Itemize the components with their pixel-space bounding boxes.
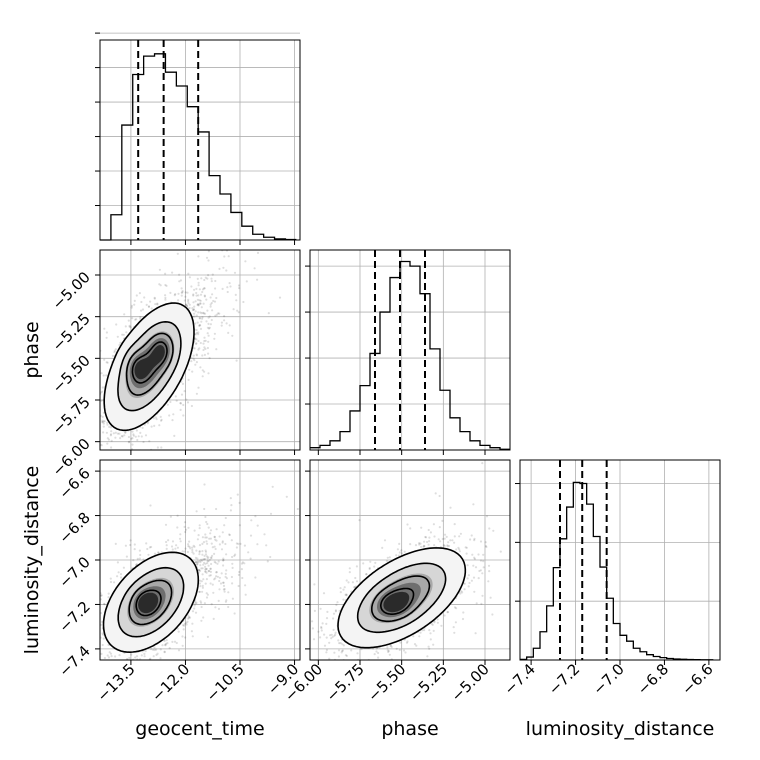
contour-line-0 [102, 551, 200, 654]
histogram-geocent_time [100, 53, 297, 241]
y-tick-label-phase-2: −5.50 [49, 351, 94, 396]
x-tick-label-geocent_time-1: −12.0 [148, 660, 193, 705]
density-fill-4 [383, 591, 410, 613]
x-axis-label-phase: phase [381, 718, 438, 740]
histogram-phase [310, 260, 510, 450]
corr-frame [99, 249, 301, 451]
y-axis-label-phase: phase [21, 321, 43, 378]
hist-frame-phase [309, 249, 511, 451]
y-tick-label-luminosity_distance-0: −7.4 [55, 642, 93, 680]
contour-line-1 [356, 562, 447, 634]
density-fill-4 [138, 592, 159, 614]
contour-line-0 [103, 302, 195, 432]
contour-line-0 [337, 547, 467, 649]
density-fill-4 [134, 345, 165, 380]
hist-frame-luminosity_distance [519, 459, 721, 661]
hist-panel-phase [305, 249, 511, 455]
histogram-luminosity_distance [520, 481, 714, 661]
contour-line-2 [128, 579, 173, 626]
x-tick-label-luminosity_distance-3: −6.8 [634, 660, 672, 698]
y-tick-label-luminosity_distance-1: −7.2 [55, 598, 93, 636]
y-tick-label-phase-4: −5.00 [49, 268, 94, 313]
contour-line-1 [117, 320, 182, 412]
x-tick-label-phase-3: −5.25 [406, 660, 451, 705]
contour-line-1 [117, 566, 185, 638]
corr-frame [99, 459, 301, 661]
y-axis-label-luminosity_distance: luminosity_distance [21, 466, 43, 655]
x-tick-label-phase-2: −5.50 [364, 660, 409, 705]
corr-frame [309, 459, 511, 661]
x-tick-label-luminosity_distance-4: −6.6 [678, 660, 716, 698]
contour-line-3 [131, 341, 168, 384]
contour-line-2 [125, 332, 174, 396]
x-axis-label-geocent_time: geocent_time [135, 718, 264, 740]
x-tick-label-luminosity_distance-2: −7.0 [589, 660, 627, 698]
y-tick-label-phase-3: −5.25 [49, 310, 94, 355]
hist-panel-luminosity_distance [515, 459, 721, 665]
x-tick-label-geocent_time-2: −10.5 [203, 660, 248, 705]
corr-panel-phase-luminosity_distance [305, 459, 511, 665]
hist-panel-geocent_time [95, 32, 301, 245]
contour-line-3 [380, 587, 415, 615]
corr-panel-geocent_time-phase [95, 249, 301, 455]
x-tick-label-phase-4: −5.00 [448, 660, 493, 705]
hist-frame-geocent_time [99, 39, 301, 241]
x-tick-label-geocent_time-0: −13.5 [94, 660, 139, 705]
x-axis-label-luminosity_distance: luminosity_distance [526, 718, 715, 740]
contour-line-2 [371, 575, 431, 623]
corr-panel-geocent_time-luminosity_distance [95, 459, 301, 665]
x-tick-label-luminosity_distance-1: −7.2 [545, 660, 583, 698]
x-tick-label-phase-1: −5.75 [323, 660, 368, 705]
x-tick-label-luminosity_distance-0: −7.4 [500, 660, 538, 698]
y-tick-label-phase-1: −5.75 [49, 393, 94, 438]
contour-line-3 [135, 589, 162, 617]
y-tick-label-luminosity_distance-2: −7.0 [55, 553, 93, 591]
y-tick-label-luminosity_distance-3: −6.8 [55, 509, 93, 547]
